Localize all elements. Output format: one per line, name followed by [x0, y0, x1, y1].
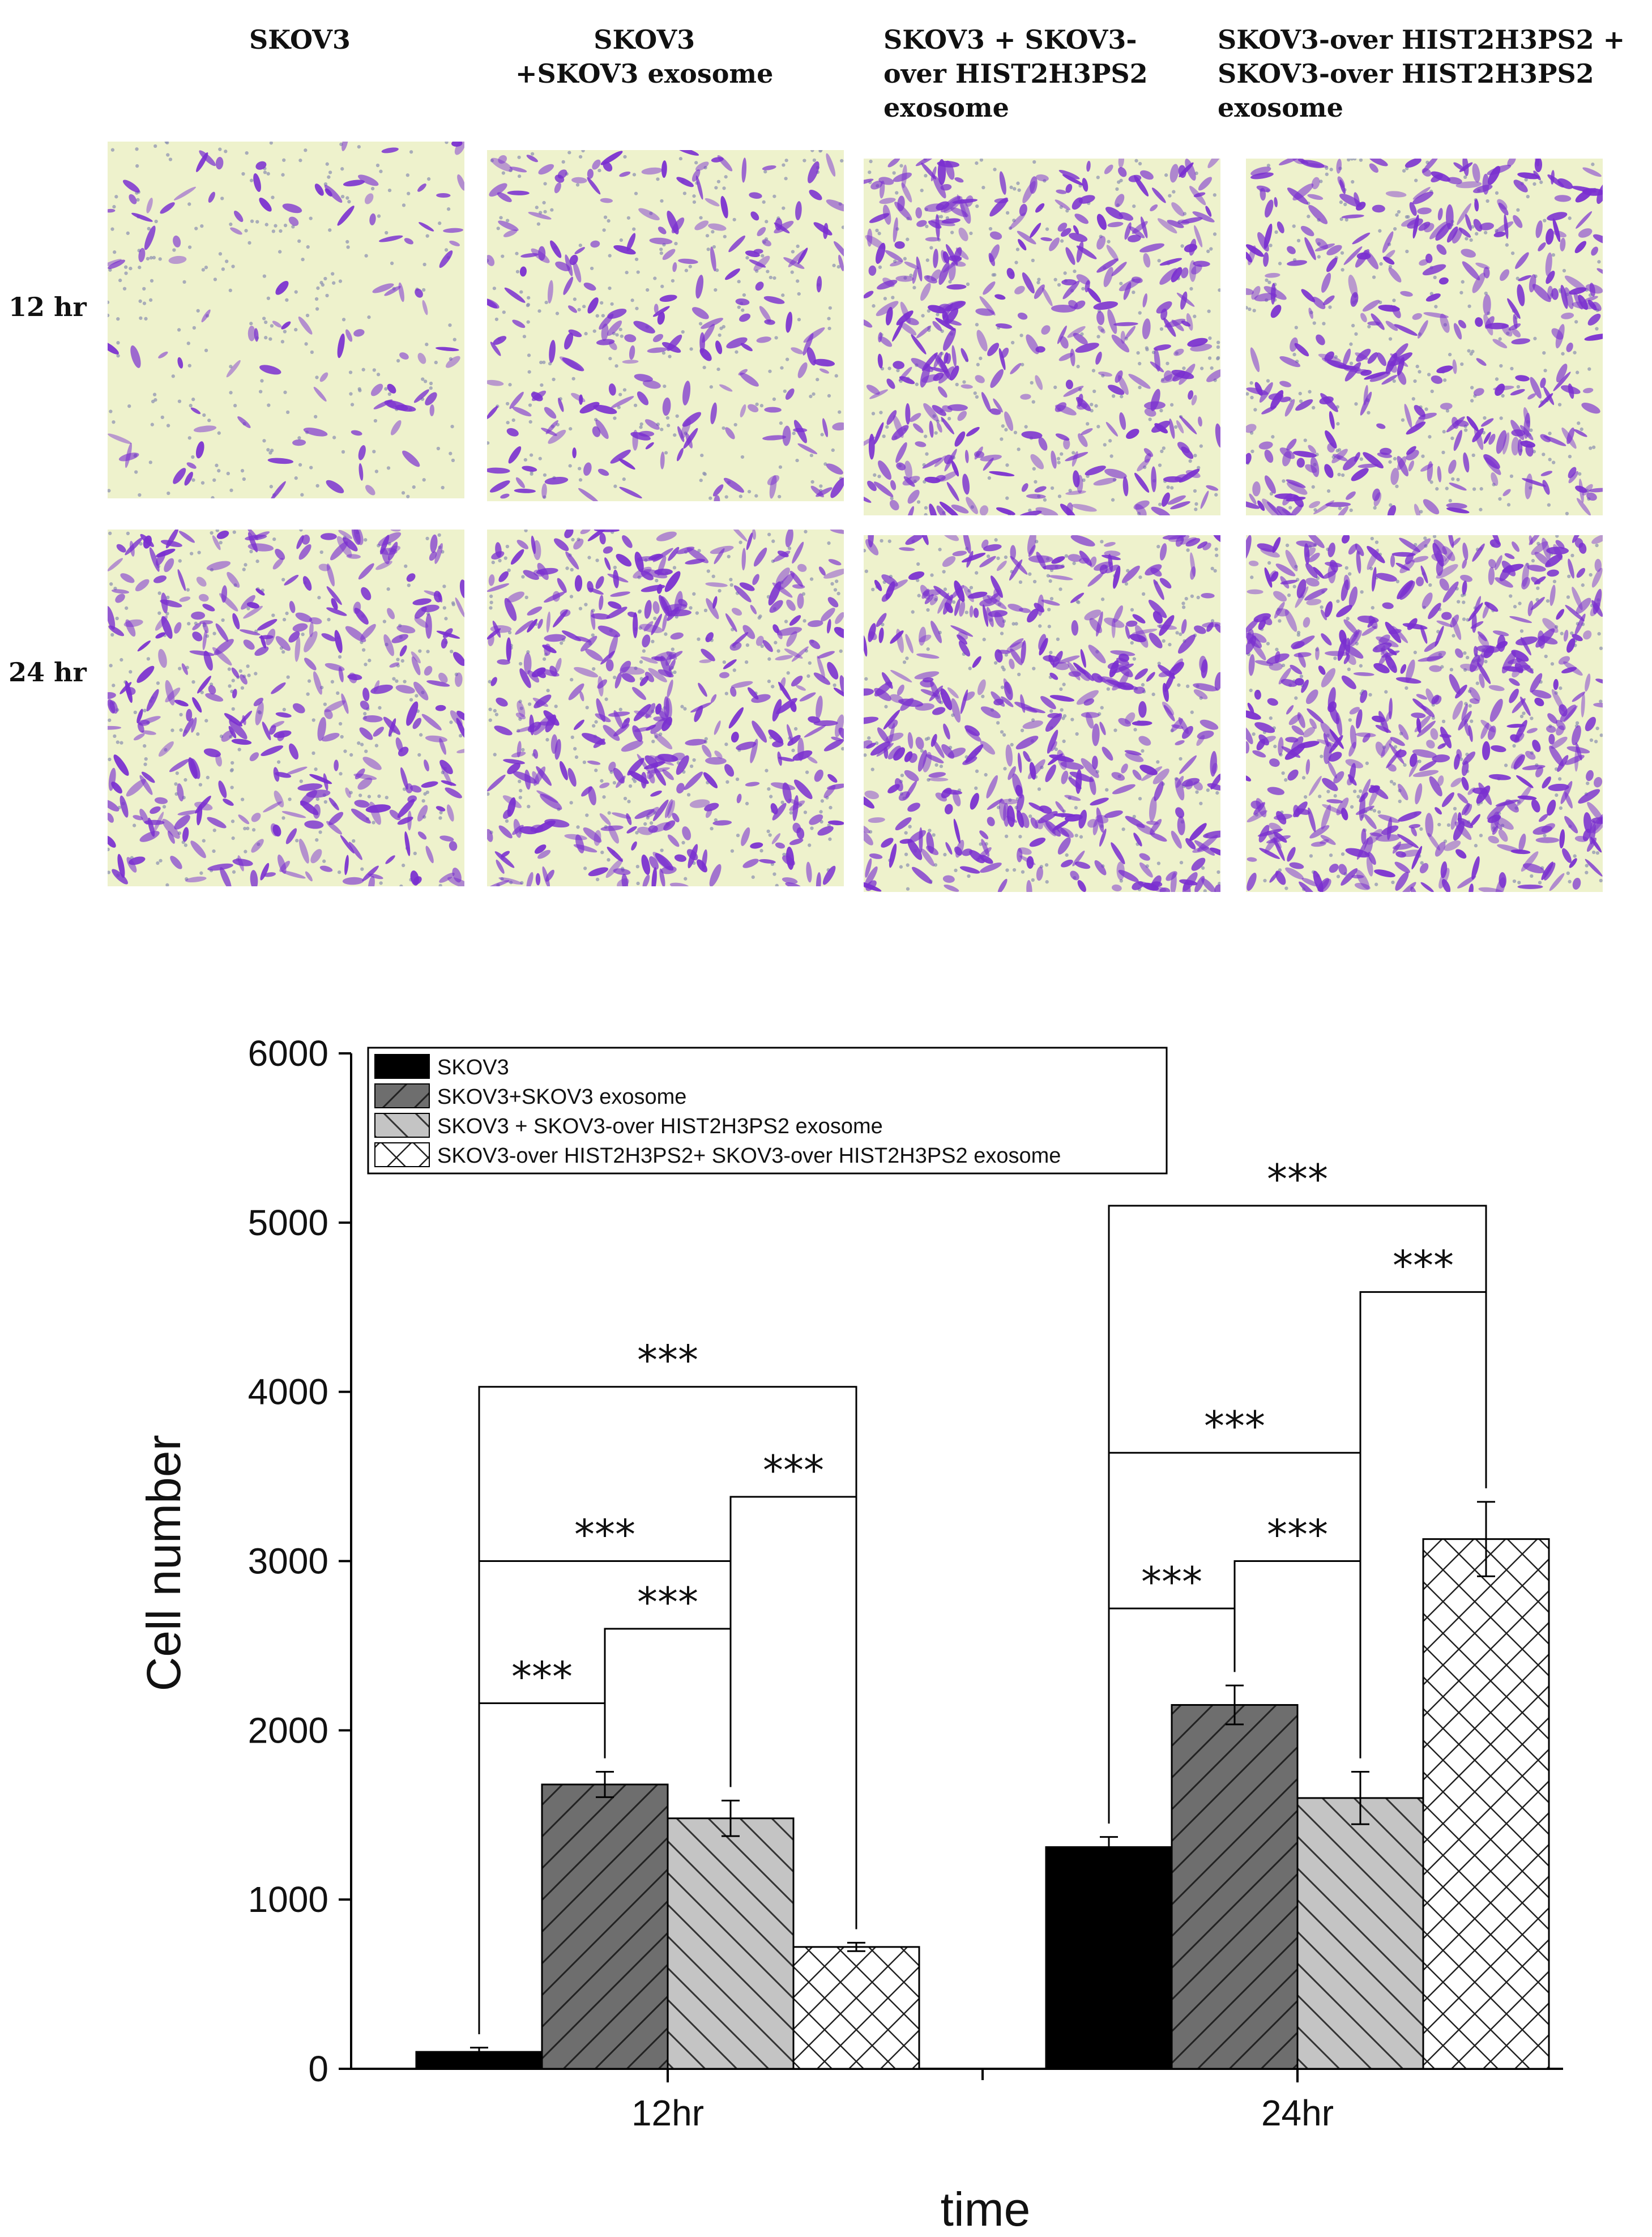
bar: [792, 1946, 920, 2070]
micrograph-texture: [1246, 159, 1603, 515]
legend-swatch: [374, 1113, 430, 1138]
significance-brackets: ******************************: [478, 1155, 1487, 2034]
y-tick-label: 1000: [248, 1879, 328, 1920]
legend-label: SKOV3+SKOV3 exosome: [437, 1085, 686, 1109]
y-ticks: 0 1000 2000 3000 4000 5000 6000: [248, 1033, 351, 2089]
error-bars: [470, 1501, 1495, 2057]
significance-label: ***: [637, 1337, 698, 1384]
micrograph-12hr-skov3-exosome: [487, 150, 844, 501]
row-label-12hr: 12 hr: [8, 292, 87, 322]
significance-bracket: [604, 1628, 732, 1787]
y-axis-label: Cell number: [137, 1435, 190, 1692]
micrograph-24hr-skov3-over-exosome: [864, 535, 1220, 892]
legend-label: SKOV3-over HIST2H3PS2+ SKOV3-over HIST2H…: [437, 1144, 1061, 1168]
micrograph-texture: [487, 530, 844, 886]
significance-bracket: [1108, 1205, 1487, 1824]
significance-label: ***: [763, 1446, 824, 1494]
significance-label: ***: [1267, 1511, 1328, 1559]
x-tick-label: 24hr: [1261, 2093, 1334, 2133]
x-tick-label: 12hr: [631, 2093, 704, 2133]
micrograph-texture: [108, 142, 464, 498]
micrograph-figure: SKOV3 SKOV3 +SKOV3 exosome SKOV3 + SKOV3…: [0, 0, 1652, 906]
bar: [1422, 1538, 1550, 2070]
column-header-skov3: SKOV3: [249, 24, 351, 55]
y-tick-label: 5000: [248, 1202, 328, 1243]
column-header-skov3-exosome: SKOV3 +SKOV3 exosome: [515, 24, 774, 89]
micrograph-texture: [1246, 535, 1603, 892]
y-tick-label: 0: [308, 2048, 328, 2089]
legend-label: SKOV3 + SKOV3-over HIST2H3PS2 exosome: [437, 1115, 883, 1138]
bars: [415, 1538, 1550, 2070]
micrograph-texture: [864, 535, 1220, 892]
y-tick-label: 3000: [248, 1541, 328, 1582]
y-tick-label: 2000: [248, 1710, 328, 1751]
bar: [1296, 1797, 1424, 2070]
column-header-skov3-over-exosome: SKOV3 + SKOV3- over HIST2H3PS2 exosome: [883, 24, 1148, 123]
significance-label: ***: [1204, 1402, 1265, 1450]
micrograph-12hr-over-over-exosome: [1246, 159, 1603, 515]
significance-label: ***: [637, 1578, 698, 1626]
bar: [1045, 1846, 1173, 2070]
legend-swatch: [374, 1083, 430, 1108]
column-header-over-over-exosome: SKOV3-over HIST2H3PS2 + SKOV3-over HIST2…: [1218, 24, 1625, 123]
micrograph-texture: [864, 159, 1220, 515]
legend: SKOV3 SKOV3+SKOV3 exosome SKOV3 + SKOV3-ov…: [367, 1047, 1168, 1175]
legend-swatch: [374, 1142, 430, 1167]
bar: [667, 1817, 795, 2070]
significance-label: ***: [1267, 1155, 1328, 1203]
row-label-24hr: 24 hr: [8, 657, 87, 688]
bar: [541, 1783, 669, 2070]
legend-label: SKOV3: [437, 1056, 509, 1079]
micrograph-24hr-skov3: [108, 530, 464, 886]
legend-box: [367, 1047, 1168, 1175]
micrograph-texture: [487, 150, 844, 501]
x-ticks: 12hr 24hr: [631, 2069, 1334, 2133]
micrograph-12hr-skov3: [108, 142, 464, 498]
micrograph-12hr-skov3-over-exosome: [864, 159, 1220, 515]
legend-swatch: [374, 1054, 430, 1079]
micrograph-24hr-skov3-exosome: [487, 530, 844, 886]
significance-label: ***: [511, 1653, 573, 1701]
significance-label: ***: [1141, 1558, 1202, 1606]
y-tick-label: 6000: [248, 1033, 328, 1074]
significance-bracket: [478, 1386, 857, 2034]
micrograph-24hr-over-over-exosome: [1246, 535, 1603, 892]
bar-chart: 0 1000 2000 3000 4000 5000 6000 12hr 24hr *** **…: [0, 951, 1652, 2237]
x-axis-label: time: [941, 2183, 1031, 2236]
significance-label: ***: [1393, 1241, 1454, 1289]
bar: [1171, 1704, 1299, 2070]
y-tick-label: 4000: [248, 1372, 328, 1412]
micrograph-texture: [108, 530, 464, 886]
significance-label: ***: [574, 1511, 635, 1559]
